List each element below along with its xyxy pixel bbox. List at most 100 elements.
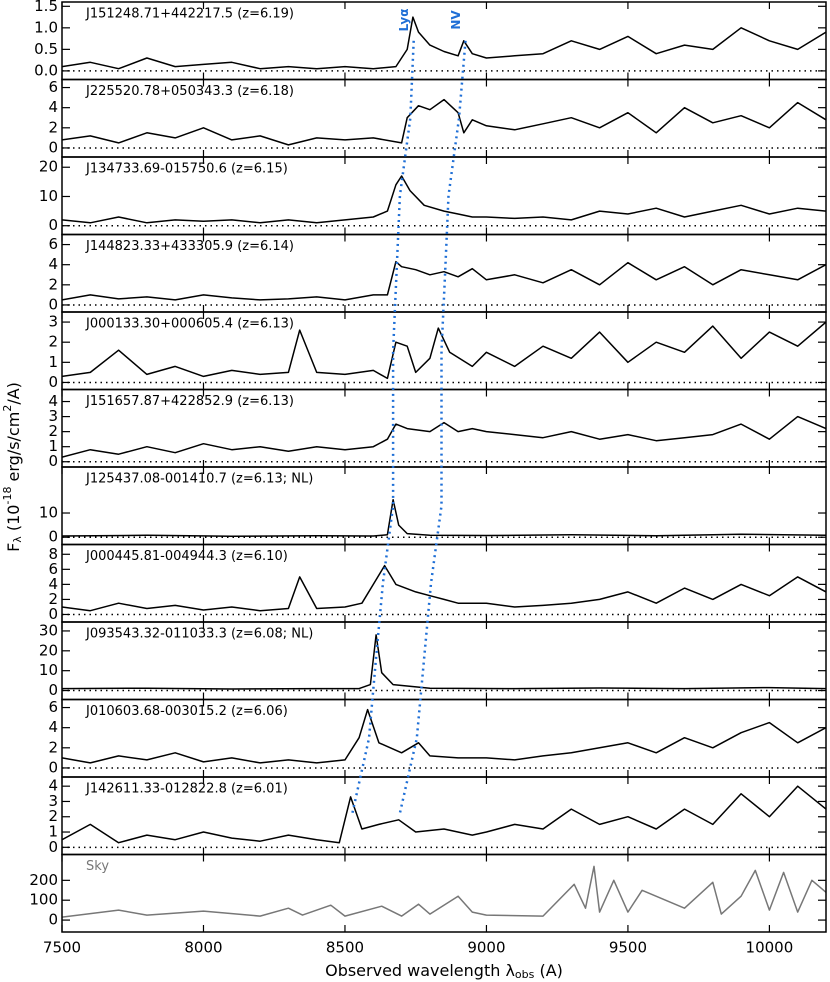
y-tick-label: 0.0 — [34, 61, 58, 79]
y-tick-label: 1.0 — [34, 18, 58, 36]
panel-title: J142611.33-012822.8 (z=6.01) — [85, 782, 288, 797]
spectrum-line — [62, 415, 826, 458]
plot-area — [62, 865, 826, 918]
y-tick-label: 0 — [48, 681, 58, 699]
spectrum-line — [62, 634, 826, 690]
spectrum-line — [62, 16, 826, 70]
y-tick-label: 1 — [48, 437, 58, 455]
spectrum-line — [62, 498, 826, 538]
y-tick-label: 1 — [48, 823, 58, 841]
panel-frame — [61, 853, 827, 933]
x-axis-label-part: (A) — [534, 961, 563, 980]
spectrum-line — [62, 98, 826, 146]
y-tick-label: 0 — [48, 452, 58, 470]
spectrum-line — [62, 321, 826, 380]
x-axis-label-part: obs — [515, 968, 535, 981]
panel-title: Sky — [86, 859, 109, 874]
y-tick-label: 2 — [48, 807, 58, 825]
spectrum-line — [62, 865, 826, 918]
y-tick-label: 4 — [48, 255, 58, 273]
plot-area — [62, 175, 826, 224]
panel-title: J010603.68-003015.2 (z=6.06) — [85, 704, 288, 719]
emission-line — [398, 40, 467, 817]
y-tick-label: 4 — [48, 575, 58, 593]
y-tick-label: 0 — [48, 838, 58, 856]
plot-area — [62, 498, 826, 538]
plot-area — [62, 98, 826, 146]
plot-area — [62, 321, 826, 380]
y-tick-label: 3 — [48, 792, 58, 810]
y-tick-label: 6 — [48, 698, 58, 716]
y-tick-label: 2 — [48, 333, 58, 351]
y-tick-label: 6 — [48, 560, 58, 578]
y-tick-label: 10 — [39, 504, 58, 522]
plot-area — [62, 260, 826, 301]
y-tick-label: 2 — [48, 738, 58, 756]
x-axis-label-part: Observed wavelength λ — [325, 961, 515, 980]
y-tick-label: 100 — [29, 891, 58, 909]
y-tick-label: 6 — [48, 235, 58, 253]
spectrum-line — [62, 564, 826, 612]
emission-label: Lyα — [397, 9, 411, 32]
spectrum-line — [62, 260, 826, 301]
panel-title: J151657.87+422852.9 (z=6.13) — [85, 394, 294, 409]
y-axis-label-part: λ — [11, 536, 24, 543]
x-tick-label: 9000 — [467, 939, 505, 957]
plot-area — [62, 708, 826, 764]
panel-title: J134733.69-015750.6 (z=6.15) — [85, 162, 288, 177]
panel-title: J125437.08-001410.7 (z=6.13; NL) — [85, 472, 313, 487]
y-tick-label: 4 — [48, 777, 58, 795]
y-tick-label: 0.5 — [34, 40, 58, 58]
x-tick-label: 9500 — [609, 939, 647, 957]
spectrum-line — [62, 708, 826, 764]
y-axis-label-part: -18 — [1, 487, 14, 505]
y-tick-label: 10 — [39, 661, 58, 679]
panel-title: J225520.78+050343.3 (z=6.18) — [85, 84, 294, 99]
y-axis-label: Fλ (10-18 erg/s/cm2/A) — [1, 382, 24, 552]
plot-area — [62, 415, 826, 458]
y-tick-label: 30 — [39, 621, 58, 639]
y-tick-label: 2 — [48, 118, 58, 136]
y-tick-label: 4 — [48, 392, 58, 410]
y-tick-label: 3 — [48, 407, 58, 425]
y-tick-label: 0 — [48, 295, 58, 313]
y-tick-label: 4 — [48, 98, 58, 116]
y-tick-label: 20 — [39, 158, 58, 176]
emission-label: NV — [449, 10, 463, 30]
y-tick-label: 10 — [39, 187, 58, 205]
y-tick-label: 4 — [48, 718, 58, 736]
plot-area — [62, 564, 826, 612]
y-tick-label: 2 — [48, 590, 58, 608]
y-tick-label: 0 — [48, 911, 58, 929]
y-axis-label-part: F — [4, 543, 23, 552]
y-tick-label: 200 — [29, 871, 58, 889]
plot-area — [62, 16, 826, 70]
spectrum-line — [62, 785, 826, 844]
x-tick-label: 8000 — [184, 939, 222, 957]
panel-title: J144823.33+433305.9 (z=6.14) — [85, 239, 294, 254]
panel-title: J151248.71+442217.5 (z=6.19) — [85, 7, 294, 22]
panel-title: J093543.32-011033.3 (z=6.08; NL) — [85, 627, 313, 642]
y-axis-label-part: erg/s/cm — [4, 412, 23, 487]
y-axis-label-part: 2 — [1, 405, 14, 412]
y-tick-label: 0 — [48, 528, 58, 546]
y-tick-label: 2 — [48, 275, 58, 293]
y-tick-label: 2 — [48, 422, 58, 440]
y-tick-label: 1 — [48, 353, 58, 371]
y-tick-label: 0 — [48, 758, 58, 776]
plot-area — [62, 634, 826, 690]
y-tick-label: 8 — [48, 545, 58, 563]
plot-area — [62, 785, 826, 844]
y-tick-label: 0 — [48, 373, 58, 391]
x-tick-label: 8500 — [326, 939, 364, 957]
y-tick-label: 0 — [48, 138, 58, 156]
x-tick-label: 10000 — [746, 939, 794, 957]
y-axis-label-part: (10 — [4, 505, 23, 537]
y-tick-label: 3 — [48, 313, 58, 331]
y-axis-label-part: /A) — [4, 382, 23, 405]
y-tick-label: 20 — [39, 641, 58, 659]
panel-title: J000445.81-004944.3 (z=6.10) — [85, 549, 288, 564]
y-tick-label: 0 — [48, 216, 58, 234]
y-tick-label: 1.5 — [34, 0, 58, 15]
